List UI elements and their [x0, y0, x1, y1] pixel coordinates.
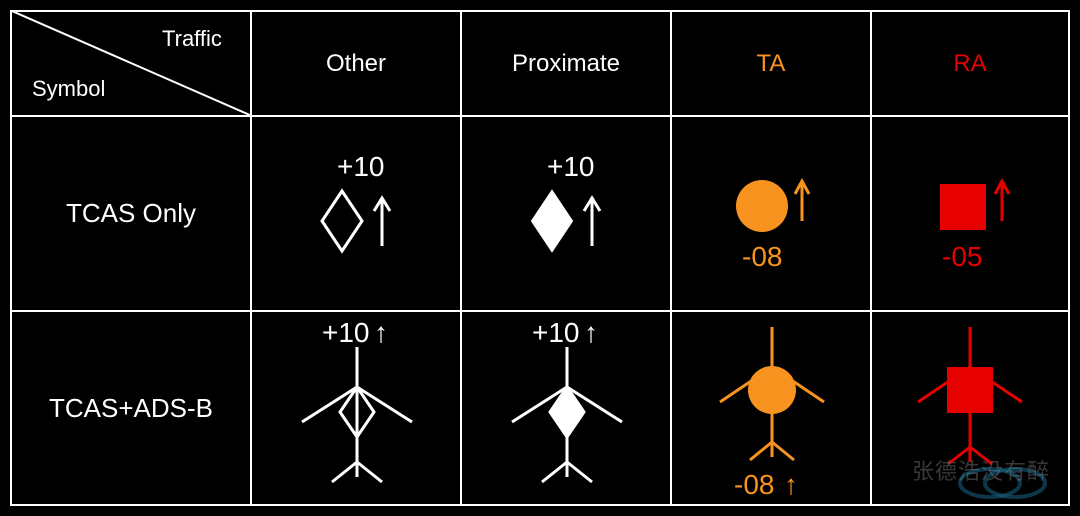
- cell-tcas-ta: -08: [672, 117, 872, 312]
- cell-adsb-proximate: +10 ↑: [462, 312, 672, 504]
- alt-text: -08: [734, 469, 774, 500]
- alt-text: +10: [547, 151, 595, 182]
- header-traffic-label: Traffic: [162, 26, 222, 51]
- alt-text: -08: [742, 241, 782, 272]
- plane-diamond-filled-icon: [512, 347, 622, 482]
- symbol-other-adsb: +10 ↑: [252, 312, 460, 504]
- col-header-ra: RA: [872, 12, 1068, 117]
- arrow-glyph: ↑: [374, 317, 388, 348]
- diagonal-split-icon: Traffic Symbol: [12, 11, 250, 116]
- alt-text: +10: [337, 151, 385, 182]
- col-header-other: Other: [252, 12, 462, 117]
- diamond-outline-icon: [322, 191, 362, 251]
- row-label-tcas-adsb: TCAS+ADS-B: [12, 312, 252, 504]
- square-filled-icon: [947, 367, 993, 413]
- symbol-other-tcas: +10: [252, 116, 460, 311]
- symbol-ta-tcas: -08: [672, 116, 870, 311]
- arrow-glyph: ↑: [584, 317, 598, 348]
- col-header-ta: TA: [672, 12, 872, 117]
- cell-tcas-proximate: +10: [462, 117, 672, 312]
- row-label-tcas-only: TCAS Only: [12, 117, 252, 312]
- symbol-ta-adsb: -08 ↑: [672, 312, 870, 504]
- header-symbol-label: Symbol: [32, 76, 105, 101]
- symbol-ra-tcas: -05: [872, 116, 1068, 311]
- watermark-logo-icon: [950, 458, 1070, 508]
- col-header-proximate: Proximate: [462, 12, 672, 117]
- arrow-glyph: ↑: [784, 469, 798, 500]
- circle-filled-icon: [748, 366, 796, 414]
- symbol-proximate-adsb: +10 ↑: [462, 312, 670, 504]
- alt-text: +10: [532, 317, 580, 348]
- symbol-proximate-tcas: +10: [462, 116, 670, 311]
- header-corner: Traffic Symbol: [12, 12, 252, 117]
- plane-diamond-outline-icon: [302, 347, 412, 482]
- alt-text: -05: [942, 241, 982, 272]
- diamond-filled-icon: [532, 191, 572, 251]
- cell-tcas-other: +10: [252, 117, 462, 312]
- cell-adsb-other: +10 ↑: [252, 312, 462, 504]
- table-frame: Traffic Symbol Other Proximate TA RA TCA…: [10, 10, 1070, 506]
- circle-filled-icon: [736, 180, 788, 232]
- square-filled-icon: [940, 184, 986, 230]
- cell-tcas-ra: -05: [872, 117, 1068, 312]
- alt-text: +10: [322, 317, 370, 348]
- cell-adsb-ta: -08 ↑: [672, 312, 872, 504]
